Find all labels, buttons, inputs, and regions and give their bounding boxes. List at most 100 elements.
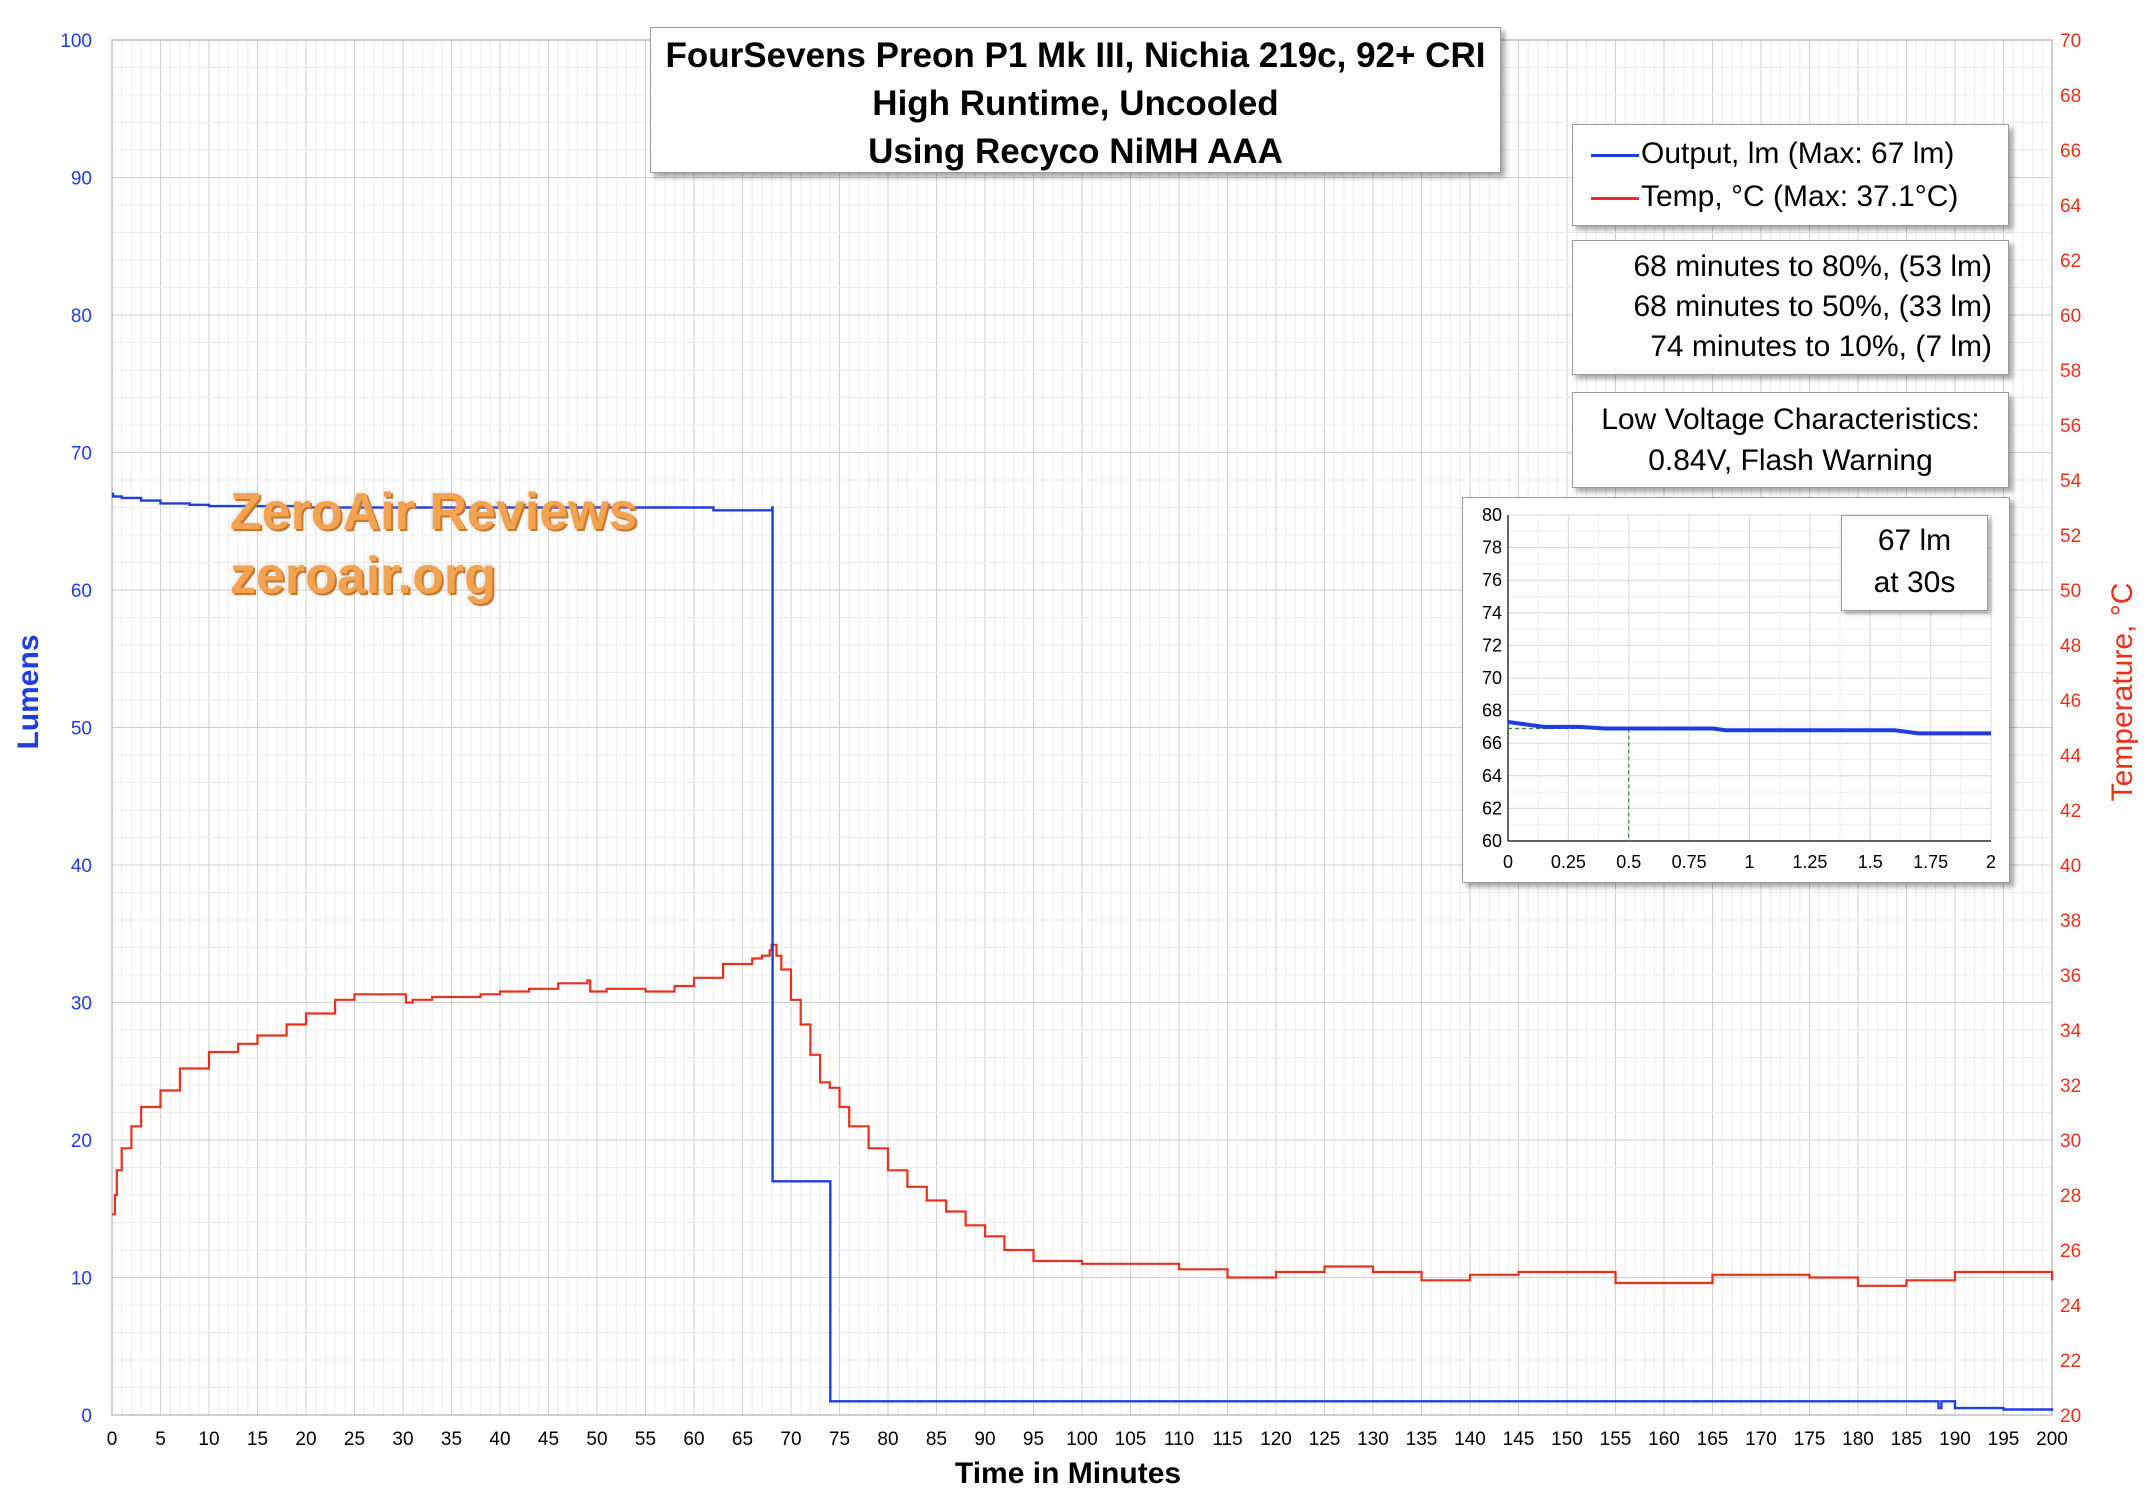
- legend-label-temp: Temp, °C (Max: 37.1°C): [1641, 180, 1959, 213]
- inset-y-tick-label: 60: [1482, 831, 1502, 851]
- watermark: ZeroAir Reviews zeroair.org: [230, 480, 638, 608]
- x-tick-label: 185: [1891, 1429, 1923, 1450]
- x-tick-label: 175: [1794, 1429, 1826, 1450]
- inset-y-tick-label: 66: [1482, 733, 1502, 753]
- x-tick-label: 35: [441, 1429, 462, 1450]
- temperature-series-line: [112, 943, 2054, 1287]
- right-tick-label: 58: [2060, 361, 2081, 382]
- inset-chart-box: 60 62 64 66 68 70 72 74 76 78 80 0 0.25 0.5 0.75 1 1.25…: [1462, 497, 2010, 883]
- right-tick-label: 56: [2060, 416, 2081, 437]
- inset-y-tick-label: 74: [1482, 603, 1502, 623]
- x-tick-label: 0: [107, 1429, 118, 1450]
- right-tick-label: 24: [2060, 1296, 2082, 1317]
- left-tick-label: 50: [71, 719, 92, 740]
- chart-title-line-3: Using Recyco NiMH AAA: [868, 132, 1283, 171]
- chart-title-line-2: High Runtime, Uncooled: [872, 84, 1279, 123]
- right-tick-label: 32: [2060, 1076, 2081, 1097]
- left-tick-label: 80: [71, 306, 92, 327]
- inset-y-tick-label: 78: [1482, 538, 1502, 558]
- right-tick-label: 28: [2060, 1186, 2081, 1207]
- x-tick-label: 125: [1309, 1429, 1341, 1450]
- right-tick-label: 38: [2060, 911, 2081, 932]
- left-tick-label: 60: [71, 581, 92, 602]
- inset-x-tick-label: 0.25: [1551, 852, 1586, 872]
- legend-swatch-temp: [1591, 196, 1639, 200]
- x-tick-label: 190: [1939, 1429, 1971, 1450]
- left-tick-label: 10: [71, 1269, 92, 1290]
- x-tick-label: 65: [732, 1429, 753, 1450]
- inset-x-tick-label: 1.25: [1792, 852, 1827, 872]
- x-tick-label: 165: [1697, 1429, 1729, 1450]
- inset-y-tick-label: 70: [1482, 668, 1502, 688]
- inset-y-tick-label: 64: [1482, 766, 1502, 786]
- right-tick-label: 48: [2060, 636, 2081, 657]
- chart-title-box: FourSevens Preon P1 Mk III, Nichia 219c,…: [650, 27, 1501, 173]
- inset-x-tick-label: 0.5: [1616, 852, 1641, 872]
- x-tick-label: 180: [1842, 1429, 1874, 1450]
- right-tick-label: 36: [2060, 966, 2081, 987]
- x-tick-label: 105: [1115, 1429, 1147, 1450]
- right-tick-label: 50: [2060, 581, 2081, 602]
- chart-title-line-1: FourSevens Preon P1 Mk III, Nichia 219c,…: [665, 36, 1486, 75]
- inset-y-tick-label: 72: [1482, 635, 1502, 655]
- right-tick-label: 44: [2060, 746, 2082, 767]
- x-tick-label: 25: [344, 1429, 365, 1450]
- inset-output-line: [1507, 720, 1991, 736]
- legend-item-temp: Temp, °C (Max: 37.1°C): [1591, 177, 1958, 217]
- inset-x-tick-label: 1.75: [1913, 852, 1948, 872]
- x-tick-label: 95: [1023, 1429, 1044, 1450]
- low-voltage-line-2: 0.84V, Flash Warning: [1648, 444, 1933, 477]
- x-tick-label: 110: [1164, 1429, 1194, 1450]
- x-tick-label: 130: [1357, 1429, 1389, 1450]
- x-tick-label: 150: [1551, 1429, 1583, 1450]
- right-tick-label: 68: [2060, 86, 2081, 107]
- low-voltage-line-1: Low Voltage Characteristics:: [1601, 403, 1980, 436]
- right-tick-label: 66: [2060, 141, 2081, 162]
- x-tick-label: 45: [538, 1429, 559, 1450]
- x-tick-label: 145: [1503, 1429, 1535, 1450]
- x-tick-label: 200: [2036, 1429, 2068, 1450]
- right-tick-label: 26: [2060, 1241, 2081, 1262]
- inset-y-tick-label: 80: [1482, 505, 1502, 525]
- x-tick-label: 135: [1406, 1429, 1438, 1450]
- runtime-line-3: 74 minutes to 10%, (7 lm): [1650, 330, 1992, 363]
- x-tick-label: 50: [586, 1429, 607, 1450]
- x-tick-label: 75: [829, 1429, 850, 1450]
- x-tick-label: 85: [926, 1429, 947, 1450]
- x-tick-label: 160: [1648, 1429, 1680, 1450]
- right-tick-label: 52: [2060, 526, 2081, 547]
- inset-x-tick-label: 2: [1986, 852, 1996, 872]
- low-voltage-box: Low Voltage Characteristics: 0.84V, Flas…: [1572, 392, 2009, 488]
- x-tick-label: 70: [780, 1429, 801, 1450]
- x-tick-label: 15: [247, 1429, 268, 1450]
- inset-note-line-2: at 30s: [1873, 566, 1956, 599]
- x-axis-label: Time in Minutes: [955, 1457, 1181, 1490]
- inset-note: 67 lm at 30s: [1841, 515, 1988, 611]
- legend: Output, lm (Max: 67 lm) Temp, °C (Max: 3…: [1572, 124, 2009, 226]
- right-tick-label: 42: [2060, 801, 2081, 822]
- inset-y-tick-label: 76: [1482, 570, 1502, 590]
- inset-note-line-1: 67 lm: [1877, 524, 1952, 557]
- output-series-line: [111, 492, 2054, 1411]
- x-tick-label: 115: [1212, 1429, 1242, 1450]
- x-tick-label: 100: [1066, 1429, 1098, 1450]
- right-axis-label: Temperature, °C: [2106, 583, 2139, 802]
- x-tick-label: 10: [198, 1429, 219, 1450]
- left-tick-label: 0: [81, 1406, 92, 1427]
- right-tick-label: 40: [2060, 856, 2081, 877]
- right-tick-label: 60: [2060, 306, 2081, 327]
- x-axis-ticks: 0 5 10 15 20 25 30 35 40 45 50 55 60 65 70 75 80 85 90 95 10…: [107, 1429, 2068, 1450]
- inset-x-tick-label: 1.5: [1858, 852, 1883, 872]
- x-tick-label: 155: [1600, 1429, 1632, 1450]
- left-tick-label: 100: [60, 31, 92, 52]
- left-tick-label: 30: [71, 994, 92, 1015]
- x-tick-label: 5: [155, 1429, 166, 1450]
- right-tick-label: 20: [2060, 1406, 2081, 1427]
- left-tick-label: 90: [71, 169, 92, 190]
- right-tick-label: 54: [2060, 471, 2082, 492]
- inset-x-axis-ticks: 0 0.25 0.5 0.75 1 1.25 1.5 1.75 2: [1503, 852, 1996, 872]
- runtime-line-1: 68 minutes to 80%, (53 lm): [1633, 250, 1993, 283]
- right-tick-label: 22: [2060, 1351, 2081, 1372]
- runtime-summary-box: 68 minutes to 80%, (53 lm) 68 minutes to…: [1572, 240, 2009, 375]
- right-axis-ticks: 20 22 24 26 28 30 32 34 36 38 40 42 44 46 48 50 52 54 56 58…: [2060, 31, 2082, 1427]
